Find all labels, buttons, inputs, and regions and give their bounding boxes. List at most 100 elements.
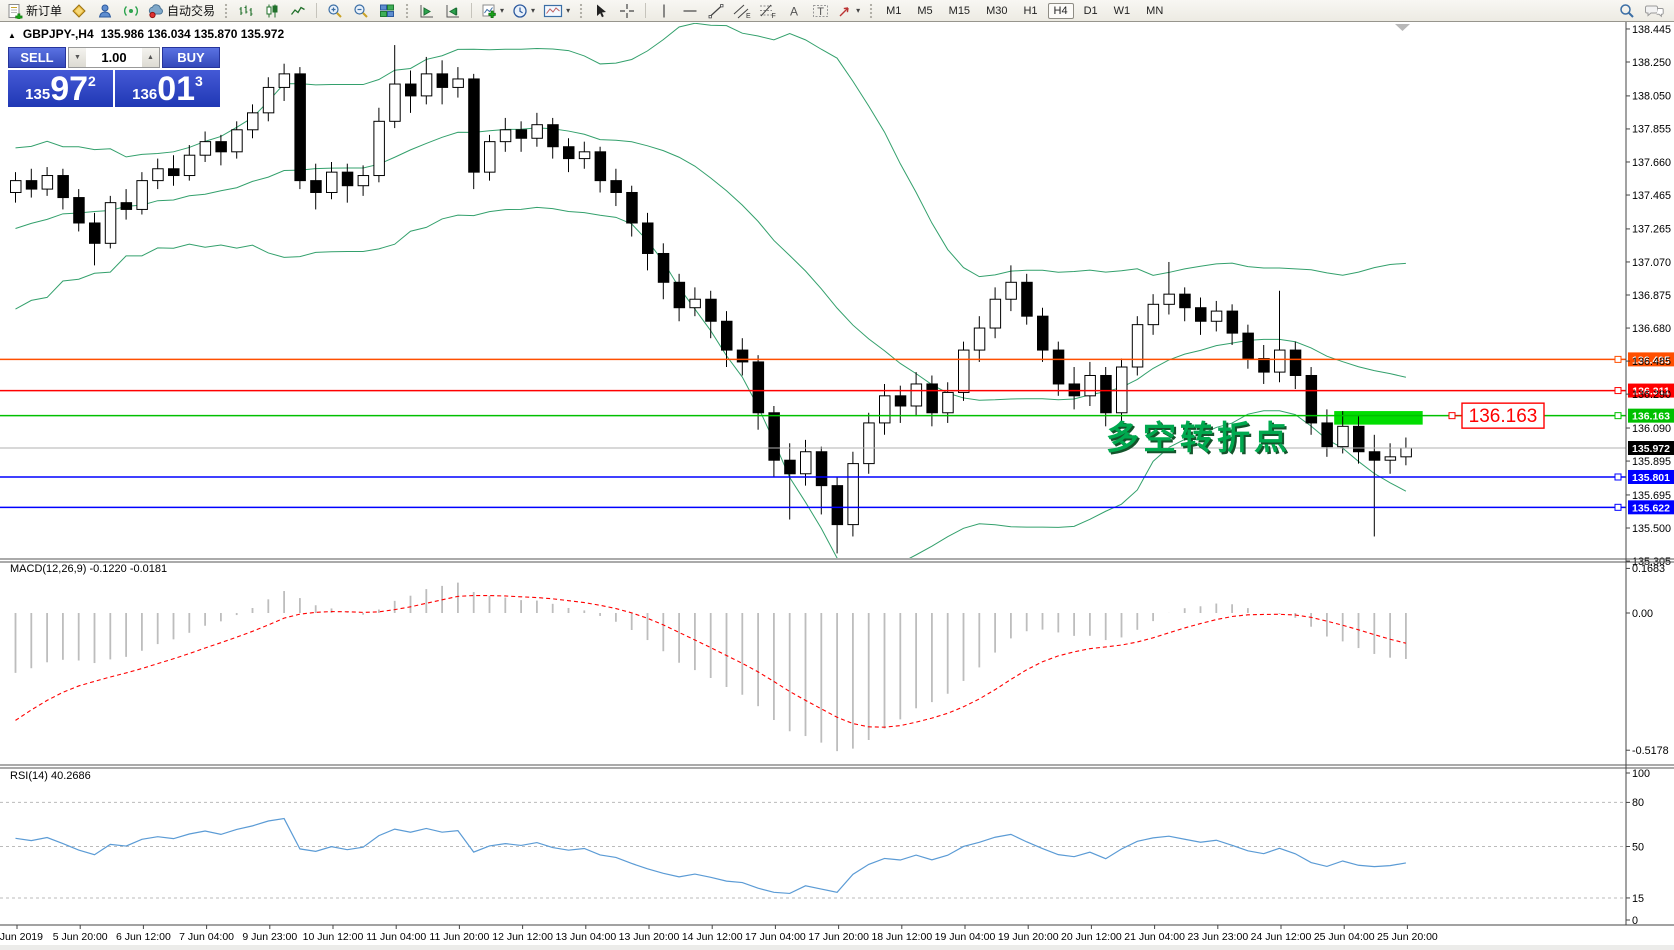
- fibonacci-button[interactable]: F: [757, 2, 779, 20]
- hline-price-label: [1628, 469, 1674, 484]
- sell-price-display[interactable]: 135 97 2: [8, 70, 113, 107]
- equidistant-channel-icon: E: [733, 4, 751, 19]
- svg-text:18 Jun 12:00: 18 Jun 12:00: [871, 931, 932, 943]
- volume-decrease-button[interactable]: ▼: [69, 48, 86, 67]
- trendline-button[interactable]: [705, 2, 727, 20]
- profile-button[interactable]: [94, 2, 116, 20]
- sell-button[interactable]: SELL: [8, 47, 66, 68]
- bar-chart-button[interactable]: [235, 2, 257, 20]
- buy-button[interactable]: BUY: [162, 47, 220, 68]
- horizontal-line-button[interactable]: [679, 2, 701, 20]
- caret-down-icon: ▾: [500, 5, 505, 15]
- search-icon[interactable]: [1619, 3, 1635, 19]
- horizontal-line-object[interactable]: 136.495: [0, 352, 1674, 367]
- autotrading-icon: [148, 3, 163, 18]
- toolbar-grip: [405, 3, 410, 18]
- templates-button[interactable]: ▾: [541, 2, 572, 20]
- volume-increase-button[interactable]: ▲: [142, 48, 159, 67]
- line-chart-icon: [291, 6, 305, 15]
- candles-chart-button[interactable]: [261, 2, 283, 20]
- chart-shift-marker[interactable]: [1395, 24, 1410, 31]
- buy-price-pip: 3: [195, 73, 203, 89]
- zoom-out-button[interactable]: [350, 2, 372, 20]
- chart-text-annotation[interactable]: 多空转折点: [1106, 419, 1291, 456]
- svg-text:5 Jun 2019: 5 Jun 2019: [0, 931, 43, 943]
- chart-shift-button[interactable]: [442, 2, 464, 20]
- text-label-button[interactable]: T: [809, 2, 831, 20]
- new-chart-icon: [482, 4, 496, 18]
- person-icon: [98, 4, 112, 17]
- equidistant-channel-button[interactable]: E: [731, 2, 753, 20]
- horizontal-line-object[interactable]: 136.163: [0, 408, 1674, 423]
- arrow-tool-icon: [839, 6, 849, 16]
- toolbar-separator: [316, 3, 318, 18]
- buy-price-display[interactable]: 136 01 3: [115, 70, 220, 107]
- zoom-out-icon: [354, 3, 368, 18]
- autotrading-button[interactable]: 自动交易: [146, 2, 217, 20]
- caret-down-icon: ▾: [531, 5, 536, 15]
- svg-text:19 Jun 04:00: 19 Jun 04:00: [935, 931, 996, 943]
- svg-text:13 Jun 20:00: 13 Jun 20:00: [619, 931, 680, 943]
- horizontal-line-object[interactable]: 135.801: [0, 469, 1674, 484]
- vertical-line-button[interactable]: [653, 2, 675, 20]
- one-click-trading-panel: SELL ▼ 1.00 ▲ BUY 135 97 2 136 01 3: [8, 47, 220, 107]
- highlight-rectangle[interactable]: [1334, 411, 1423, 425]
- toolbar-separator: [471, 3, 473, 18]
- signal-icon: [124, 5, 138, 16]
- svg-text:137.660: 137.660: [1632, 157, 1671, 169]
- svg-text:135.695: 135.695: [1632, 490, 1671, 502]
- svg-text:7 Jun 04:00: 7 Jun 04:00: [179, 931, 234, 943]
- timeframe-w1[interactable]: W1: [1113, 4, 1131, 17]
- price-axis: 138.445 138.250 138.050 137.855 137.660 137.4…: [1626, 24, 1671, 927]
- template-icon: [543, 4, 563, 17]
- svg-text:136.485: 136.485: [1632, 356, 1671, 368]
- horizontal-line-icon: [683, 9, 697, 12]
- toolbar-right-group: [1619, 3, 1669, 19]
- new-order-button[interactable]: 新订单: [5, 2, 64, 20]
- volume-value[interactable]: 1.00: [101, 50, 127, 65]
- svg-text:100: 100: [1632, 768, 1650, 780]
- collapse-arrow-icon[interactable]: ▲: [8, 31, 16, 40]
- timeframe-m5[interactable]: M5: [917, 4, 933, 17]
- timeframe-m15[interactable]: M15: [948, 4, 971, 17]
- line-chart-button[interactable]: [287, 2, 309, 20]
- text-button[interactable]: A: [783, 2, 805, 20]
- tile-windows-button[interactable]: [376, 2, 398, 20]
- auto-scroll-button[interactable]: [416, 2, 438, 20]
- svg-text:6 Jun 12:00: 6 Jun 12:00: [116, 931, 171, 943]
- sell-price-prefix: 135: [25, 86, 51, 103]
- horizontal-line-object[interactable]: 135.622: [0, 500, 1674, 515]
- quotes-button[interactable]: [68, 2, 90, 20]
- timeframe-m30[interactable]: M30: [986, 4, 1008, 17]
- timeframe-h1[interactable]: H1: [1023, 4, 1038, 17]
- svg-text:135.500: 135.500: [1632, 523, 1671, 535]
- price-callout[interactable]: 136.163: [1448, 402, 1545, 429]
- svg-text:E: E: [746, 13, 751, 19]
- chart-shift-icon: [446, 4, 460, 17]
- new-order-label: 新订单: [26, 4, 63, 18]
- arrows-button[interactable]: ▾: [835, 2, 862, 20]
- zoom-in-button[interactable]: [324, 2, 346, 20]
- auto-scroll-icon: [420, 4, 434, 17]
- horizontal-line-object[interactable]: 136.311: [0, 383, 1674, 398]
- svg-text:50: 50: [1632, 841, 1644, 853]
- cursor-button[interactable]: [590, 2, 612, 20]
- periods-button[interactable]: ▾: [510, 2, 537, 20]
- signal-button[interactable]: [120, 2, 142, 20]
- cursor-icon: [597, 4, 607, 17]
- timeframe-h4[interactable]: H4: [1047, 2, 1074, 19]
- timeframe-mn[interactable]: MN: [1146, 4, 1164, 17]
- crosshair-button[interactable]: [616, 2, 638, 20]
- svg-text:137.265: 137.265: [1632, 224, 1671, 236]
- svg-text:0: 0: [1632, 915, 1638, 927]
- new-chart-button[interactable]: ▾: [479, 2, 506, 20]
- svg-text:A: A: [790, 4, 798, 18]
- chat-icon[interactable]: [1645, 3, 1665, 19]
- timeframe-m1[interactable]: M1: [886, 4, 902, 17]
- svg-text:10 Jun 12:00: 10 Jun 12:00: [303, 931, 364, 943]
- timeframe-d1[interactable]: D1: [1083, 4, 1098, 17]
- macd-indicator-label: MACD(12,26,9) -0.1220 -0.0181: [10, 563, 168, 575]
- zoom-in-icon: [328, 3, 342, 18]
